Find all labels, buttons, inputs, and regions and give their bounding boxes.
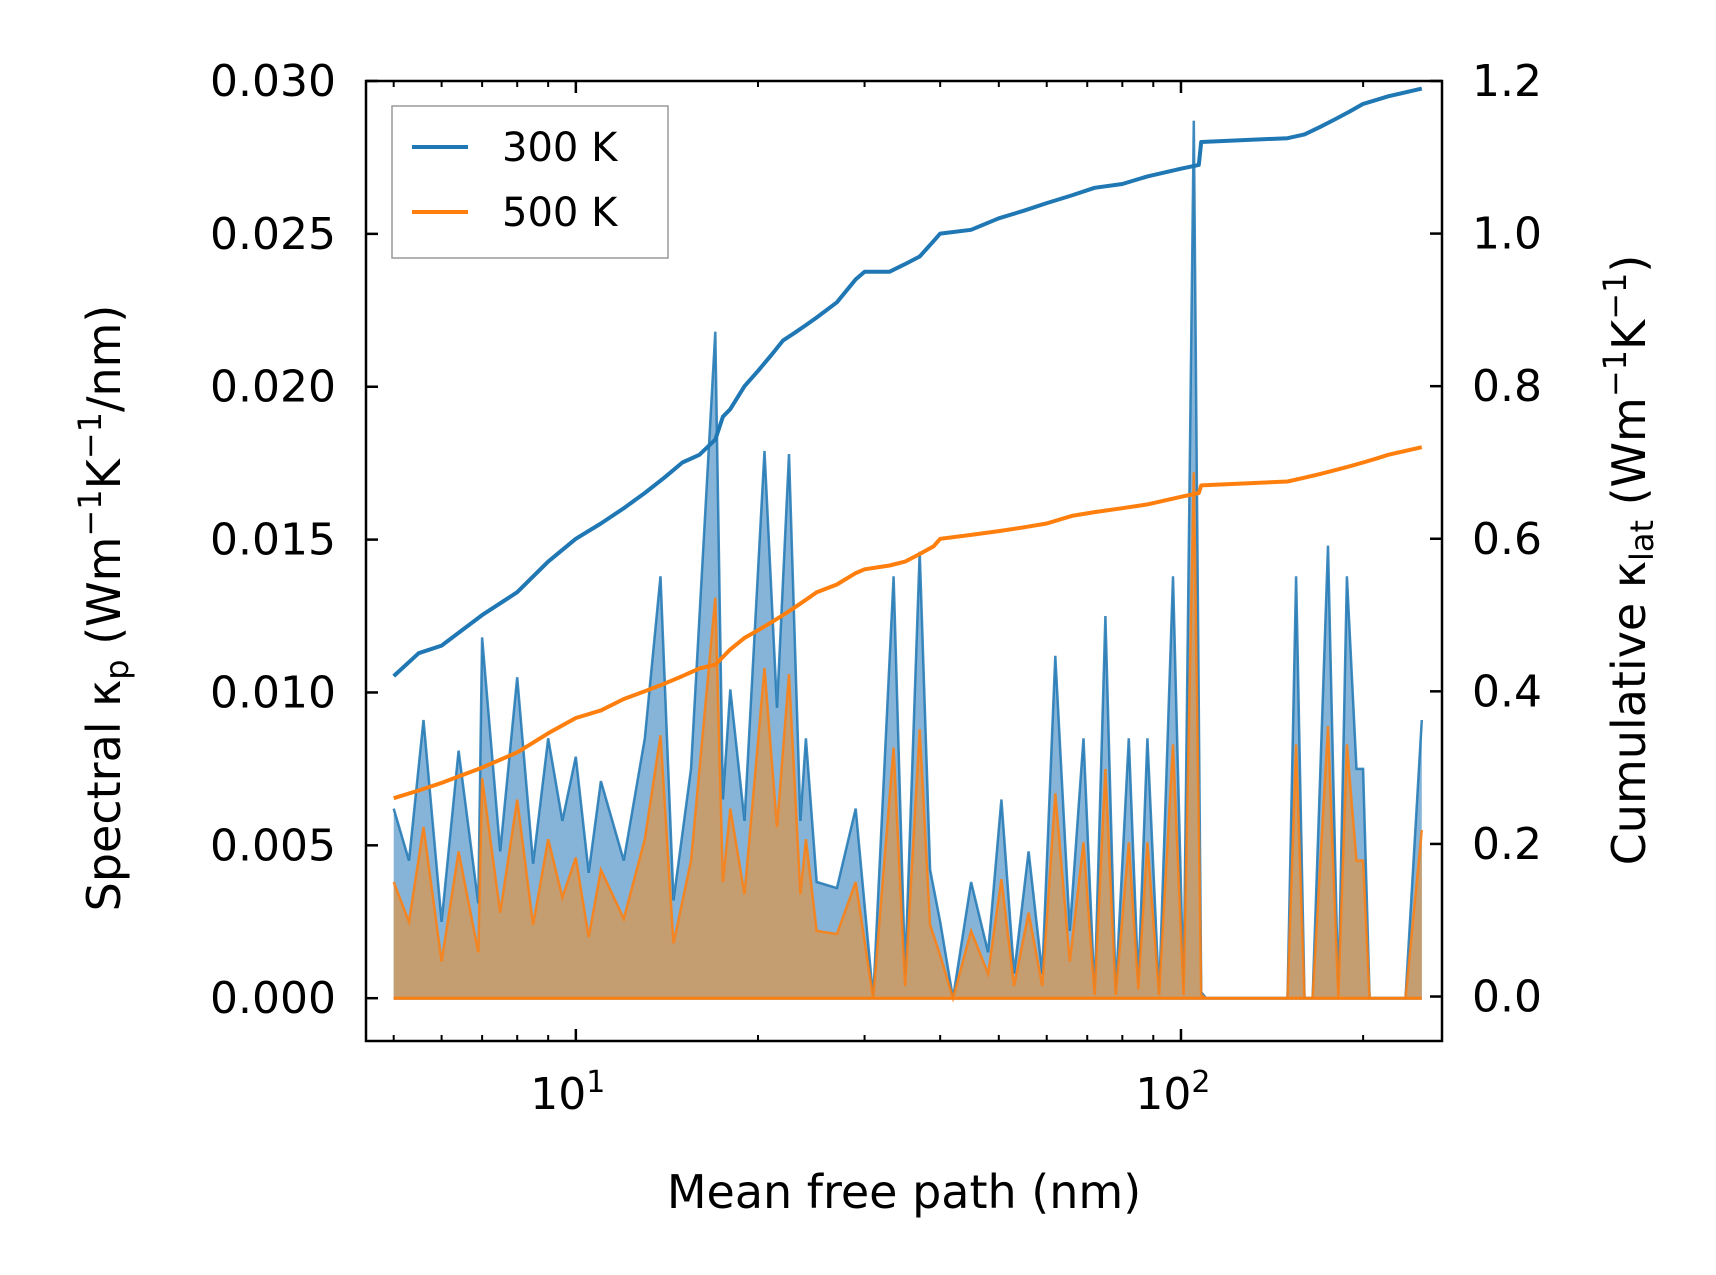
spectral-300k-area xyxy=(393,120,1422,999)
spectral-500k-line xyxy=(392,472,1424,1003)
y2-tick-label: 1.0 xyxy=(1472,209,1542,260)
y-tick-label: 0.025 xyxy=(210,209,336,260)
cumulative-500k-line xyxy=(393,445,1423,801)
y-axis-title: Spectral κp (Wm−1K−1/nm) xyxy=(71,305,136,912)
y2-tick-label: 0.4 xyxy=(1472,666,1542,717)
y-tick-label: 0.030 xyxy=(210,56,336,107)
y-tick-label: 0.000 xyxy=(210,973,336,1024)
cumulative-300k-line xyxy=(392,86,1423,678)
y2-tick-label: 0.8 xyxy=(1472,361,1542,412)
y-tick-label: 0.010 xyxy=(210,667,336,718)
y-tick-label: 0.015 xyxy=(210,515,336,566)
x-tick-label: 102 xyxy=(1135,1065,1210,1121)
y2-tick-label: 0.2 xyxy=(1472,819,1542,870)
y-tick-label: 0.005 xyxy=(210,820,336,871)
y2-tick-label: 1.2 xyxy=(1472,56,1542,107)
legend-box xyxy=(391,105,669,259)
spectral-300k-line xyxy=(392,120,1424,1000)
y2-tick-label: 0.0 xyxy=(1472,972,1542,1023)
y-tick-label: 0.020 xyxy=(210,362,336,413)
x-axis-title: Mean free path (nm) xyxy=(667,1165,1141,1219)
legend-label-300k: 300 K xyxy=(502,125,619,171)
y2-axis-title: Cumulative κlat (Wm−1K−1) xyxy=(1596,255,1661,866)
legend: 300 K 500 K xyxy=(391,105,669,259)
x-tick-label: 101 xyxy=(530,1065,605,1121)
plot-frame xyxy=(364,79,1444,1043)
y2-tick-label: 0.6 xyxy=(1472,514,1542,565)
spectral-500k-area xyxy=(393,472,1422,999)
legend-label-500k: 500 K xyxy=(502,190,619,236)
